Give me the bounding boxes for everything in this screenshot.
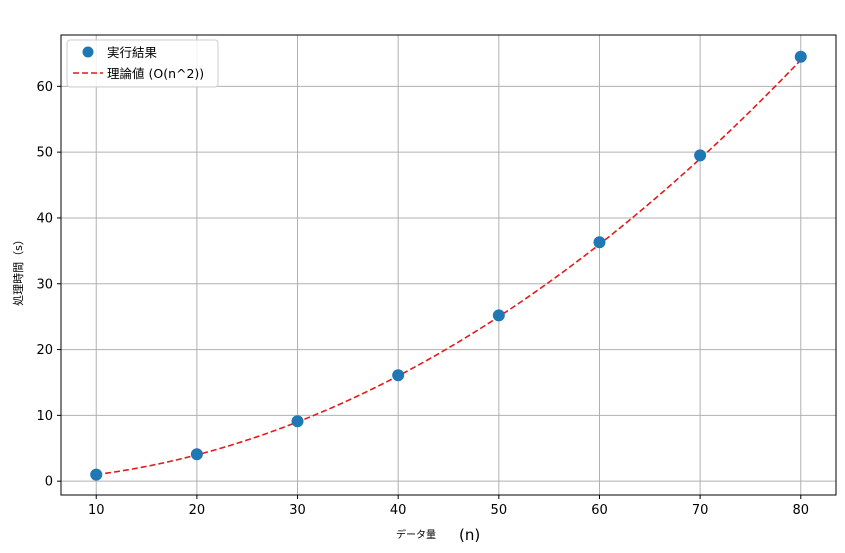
x-tick-label: 30 xyxy=(289,503,306,518)
ticks: 10 20 30 40 50 60 70 80 0 10 20 30 40 50 60 xyxy=(36,80,809,518)
legend-box xyxy=(66,39,219,88)
data-point xyxy=(593,236,606,249)
y-tick-label: 30 xyxy=(36,277,53,292)
x-tick-label: 10 xyxy=(88,503,105,518)
y-tick-label: 40 xyxy=(36,211,53,226)
data-point xyxy=(794,50,807,63)
x-tick-label: 40 xyxy=(390,503,407,518)
theory-curve xyxy=(96,59,802,476)
x-tick-label: 70 xyxy=(692,503,709,518)
series-layer xyxy=(90,50,807,481)
grid xyxy=(61,35,836,495)
legend-label-points: 実行結果 xyxy=(107,45,158,60)
x-tick-label: 20 xyxy=(189,503,206,518)
y-tick-label: 0 xyxy=(45,475,53,490)
y-tick-label: 60 xyxy=(36,80,53,95)
y-tick-label: 50 xyxy=(36,146,53,161)
x-axis-label: データ量 xyxy=(396,528,436,541)
data-point xyxy=(291,415,304,428)
y-tick-label: 20 xyxy=(36,343,53,358)
x-tick-label: 80 xyxy=(792,503,809,518)
data-point xyxy=(694,149,707,162)
data-point xyxy=(190,448,203,461)
data-point xyxy=(392,369,405,382)
legend-label-line: 理論値 (O(n^2)) xyxy=(107,66,204,81)
y-axis-label: 処理時間（s） xyxy=(12,234,25,306)
plot-frame xyxy=(60,34,837,496)
legend: 実行結果 理論値 (O(n^2)) xyxy=(66,39,219,88)
x-axis-unit-label: (n) xyxy=(459,526,480,544)
y-tick-label: 10 xyxy=(36,409,53,424)
data-point xyxy=(492,309,505,322)
x-tick-label: 60 xyxy=(591,503,608,518)
data-point xyxy=(90,468,103,481)
x-tick-label: 50 xyxy=(491,503,508,518)
legend-marker-points xyxy=(82,46,94,58)
